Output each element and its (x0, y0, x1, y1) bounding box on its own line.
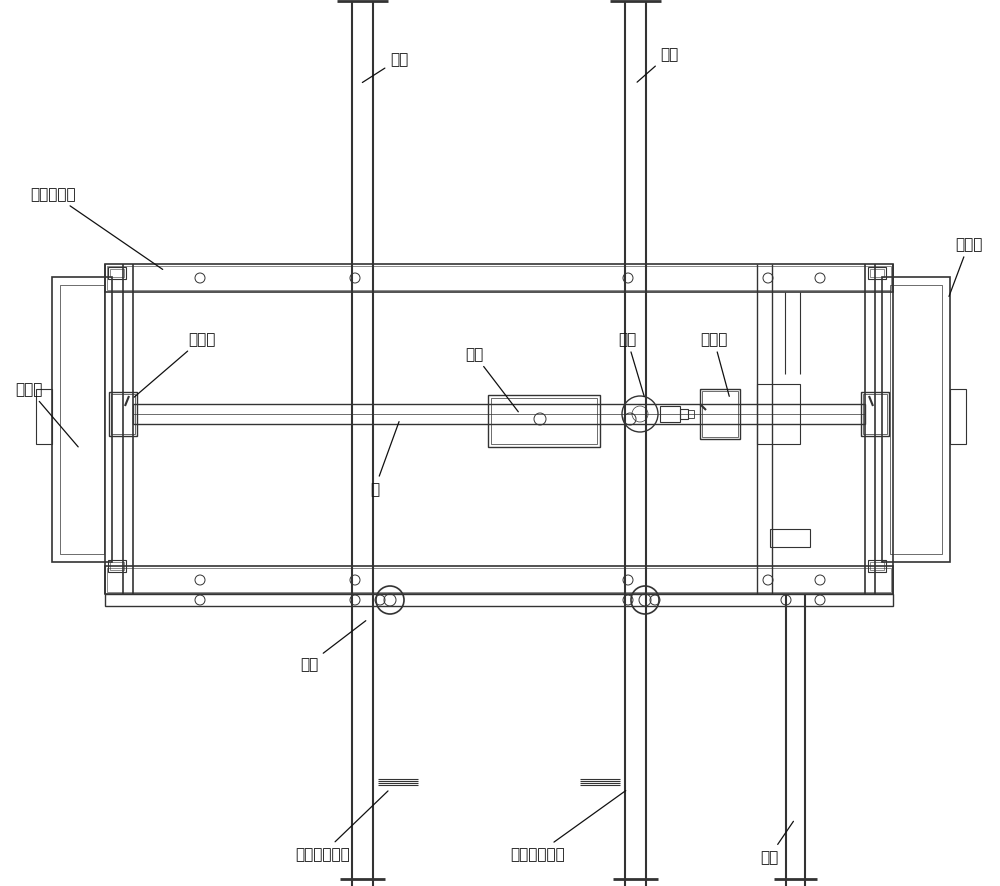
Bar (863, 394, 887, 434)
Bar (882, 277, 950, 563)
Bar (868, 268, 886, 280)
Bar (52, 277, 112, 563)
Text: 轨道: 轨道 (300, 621, 366, 672)
Bar (868, 560, 886, 572)
Bar (107, 267, 891, 291)
Bar (488, 395, 600, 447)
Text: 正极供电横杆: 正极供电横杆 (295, 791, 388, 861)
Text: 下料斗: 下料斗 (949, 237, 982, 297)
Bar (108, 560, 126, 572)
Text: 喂料行车架: 喂料行车架 (30, 187, 163, 270)
Bar (870, 563, 884, 571)
Text: 轨道轮: 轨道轮 (134, 332, 215, 398)
Bar (950, 390, 966, 445)
Bar (105, 566, 893, 595)
Bar (702, 392, 738, 438)
Bar (60, 285, 104, 555)
Bar (133, 405, 865, 424)
Bar (108, 268, 126, 280)
Bar (36, 390, 52, 445)
Bar (107, 568, 891, 593)
Bar (870, 269, 884, 277)
Text: 负极供电横杆: 负极供电横杆 (510, 790, 626, 861)
Text: 电机: 电机 (465, 347, 518, 412)
Text: 轴: 轴 (370, 422, 399, 497)
Bar (111, 394, 135, 434)
Bar (688, 410, 694, 418)
Bar (110, 269, 124, 277)
Bar (890, 285, 942, 555)
Bar (680, 409, 688, 420)
Text: 轨道: 轨道 (637, 48, 678, 83)
Bar (491, 399, 597, 445)
Bar (700, 390, 740, 439)
Bar (660, 407, 680, 423)
Bar (105, 265, 893, 292)
Bar (757, 385, 800, 445)
Text: 链轮: 链轮 (618, 332, 644, 397)
Bar (861, 392, 889, 437)
Text: 轨道: 轨道 (362, 52, 408, 83)
Bar (110, 563, 124, 571)
Text: 轨道: 轨道 (760, 821, 793, 865)
Bar (770, 530, 810, 548)
Bar (105, 595, 893, 606)
Bar (109, 392, 137, 437)
Text: 轨道轮: 轨道轮 (700, 332, 729, 397)
Text: 下料斗: 下料斗 (15, 382, 78, 447)
